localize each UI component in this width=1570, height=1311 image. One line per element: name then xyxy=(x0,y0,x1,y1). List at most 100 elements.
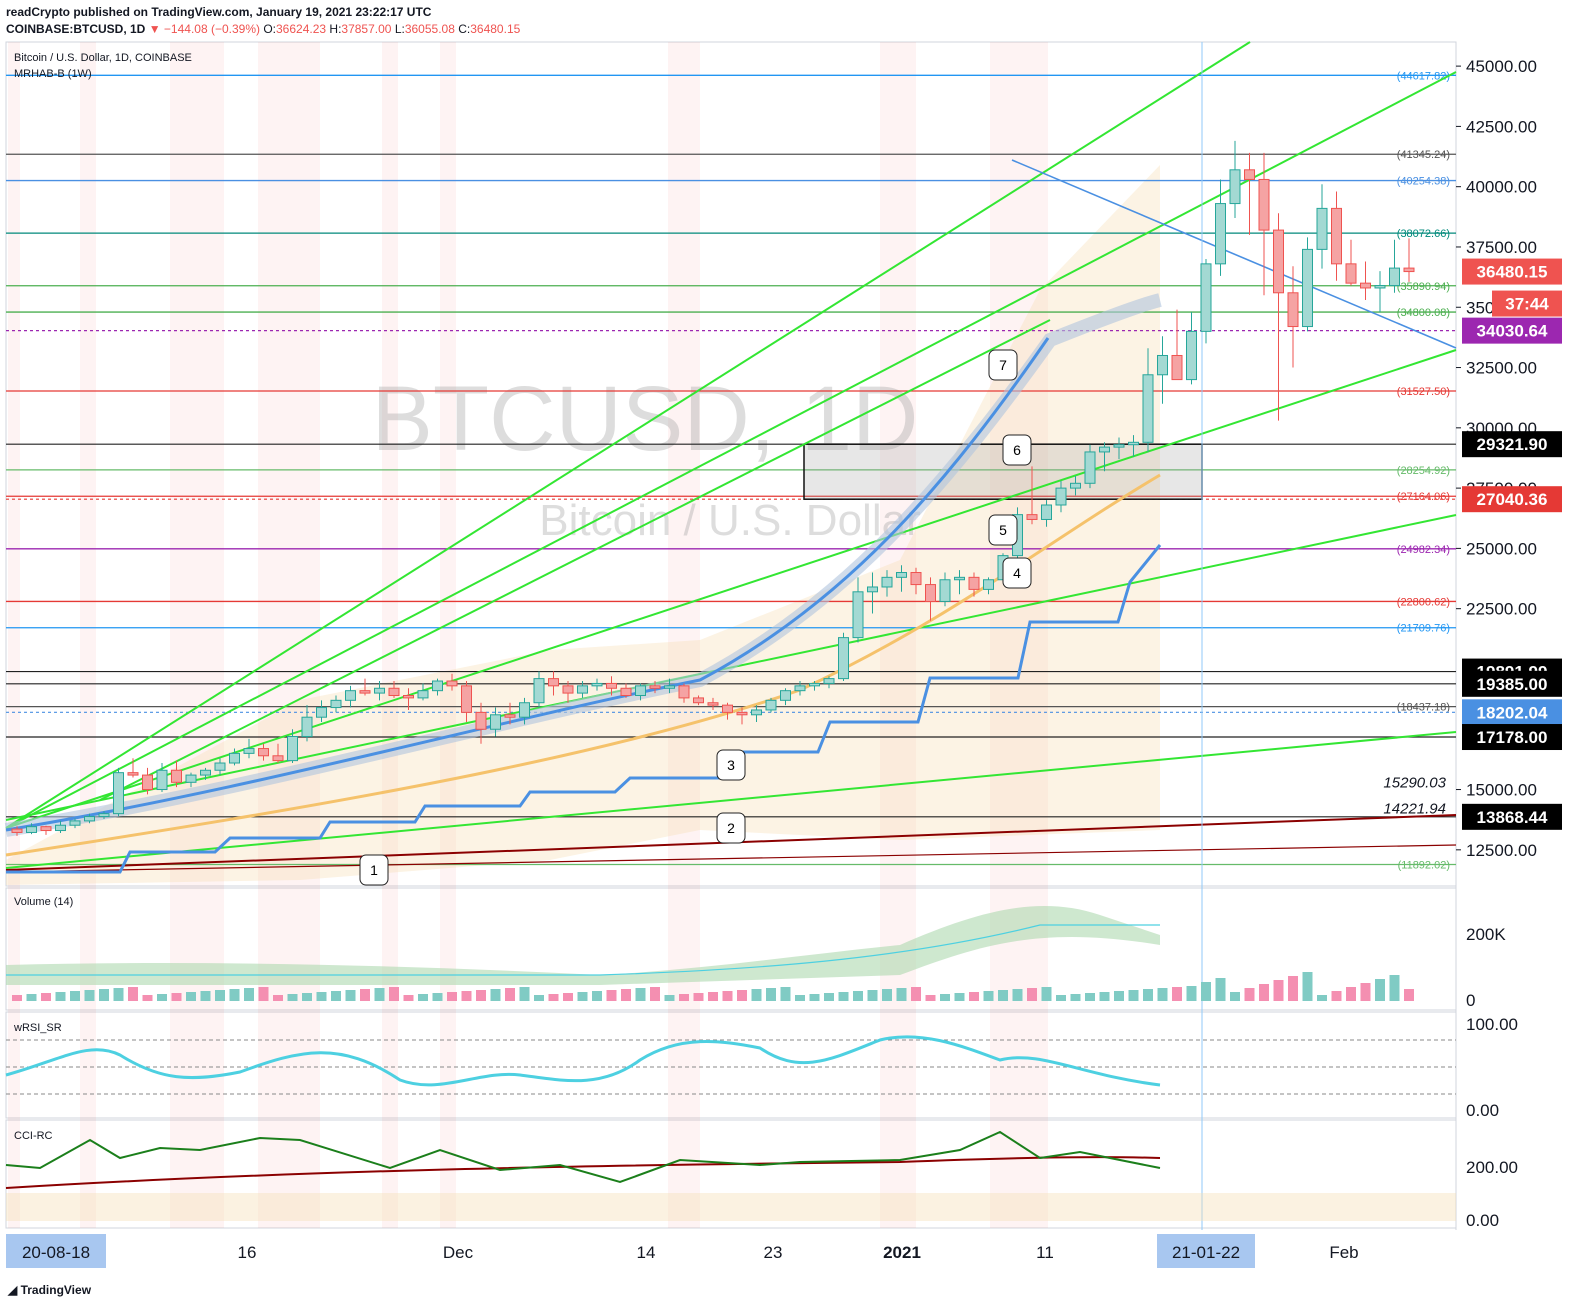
candle-body xyxy=(794,685,806,692)
volume-bar xyxy=(258,987,269,1001)
alert-band xyxy=(170,42,224,1228)
volume-bar xyxy=(171,993,182,1001)
candle-body xyxy=(925,584,936,602)
volume-bar xyxy=(1172,987,1182,1001)
volume-bar xyxy=(476,990,486,1001)
level-label: (34800.08) xyxy=(1397,307,1450,319)
last-price-label: 36480.15 xyxy=(1477,263,1548,282)
candle-body xyxy=(1055,487,1067,506)
price-box xyxy=(1462,724,1562,751)
candle-body xyxy=(1345,263,1357,284)
candle-body xyxy=(359,690,371,694)
change-prefix: − xyxy=(163,22,171,36)
volume-bar xyxy=(1273,980,1284,1001)
volume-bar xyxy=(186,992,196,1001)
candle-body xyxy=(1302,248,1313,328)
marker-label: 4 xyxy=(1013,565,1021,581)
marker-label: 1 xyxy=(370,862,378,878)
marker-label: 3 xyxy=(727,757,735,773)
volume-bar xyxy=(751,989,762,1001)
level-label: (38072.66) xyxy=(1397,228,1450,240)
candle-body xyxy=(954,576,965,581)
candle-body xyxy=(1316,207,1328,250)
marker-box xyxy=(716,812,746,844)
candle-body xyxy=(867,586,878,593)
cci-title: CCI-RC xyxy=(14,1130,53,1142)
candle-body xyxy=(1273,229,1284,294)
volume-bar xyxy=(505,988,515,1001)
volume-bar xyxy=(273,995,283,1001)
alert-band xyxy=(80,42,96,1228)
candle-body xyxy=(577,685,588,694)
volume-bar xyxy=(838,992,849,1001)
volume-bar xyxy=(12,995,22,1001)
volume-bar xyxy=(432,993,443,1001)
cci-band xyxy=(6,1193,1456,1221)
price-box xyxy=(1462,699,1562,726)
candle-body xyxy=(272,755,284,762)
volume-bar xyxy=(331,991,341,1001)
y-tick-label: 37500.00 xyxy=(1466,238,1537,257)
volume-bar xyxy=(244,988,254,1001)
countdown-box xyxy=(1492,290,1562,317)
x-highlight-label: 21-01-22 xyxy=(1172,1243,1240,1262)
change-value: 144.08 (−0.39%) xyxy=(170,22,260,36)
price-box-label: 19385.00 xyxy=(1477,675,1548,694)
alert-band xyxy=(382,42,398,1228)
candle-body xyxy=(403,694,414,699)
overlap-label: 14221.94 xyxy=(1383,800,1446,817)
symbol-label: COINBASE:BTCUSD, 1D xyxy=(6,22,146,36)
y-tick-label: 15000.00 xyxy=(1466,781,1537,800)
blue-ma xyxy=(5,337,1050,832)
volume-bar xyxy=(1302,972,1313,1001)
candle-body xyxy=(1229,169,1241,205)
candle-body xyxy=(84,816,95,822)
candle-body xyxy=(287,735,298,762)
volume-bar xyxy=(229,989,240,1001)
volume-bar xyxy=(1389,975,1400,1001)
rsi-tick: 100.00 xyxy=(1466,1015,1518,1034)
candle-body xyxy=(1215,203,1226,265)
volume-bar xyxy=(1201,982,1211,1001)
marker-label: 6 xyxy=(1013,442,1021,458)
price-box-label: 13868.44 xyxy=(1477,808,1548,827)
green-trendline xyxy=(5,731,1457,869)
candle-body xyxy=(1331,207,1342,265)
marker-box xyxy=(359,854,389,886)
marker-label: 2 xyxy=(727,820,735,836)
volume-bar xyxy=(316,992,327,1001)
volume-bar xyxy=(490,989,501,1001)
tradingview-icon: ◢ xyxy=(8,1283,21,1297)
volume-bar xyxy=(911,987,921,1001)
volume-bar xyxy=(41,993,51,1001)
candle-body xyxy=(1360,282,1371,289)
volume-bar xyxy=(621,989,631,1001)
marker-box xyxy=(988,349,1018,381)
volume-bar xyxy=(142,995,153,1001)
price-box xyxy=(1462,486,1562,513)
candle-body xyxy=(649,685,661,689)
volume-bar xyxy=(374,988,385,1001)
volume-bar xyxy=(1085,993,1095,1001)
volume-bar xyxy=(795,995,805,1001)
volume-bar xyxy=(389,987,399,1001)
volume-bar xyxy=(809,994,820,1001)
volume-tick: 200K xyxy=(1466,925,1506,944)
chart-legend-title: Bitcoin / U.S. Dollar, 1D, COINBASE xyxy=(14,52,192,64)
volume-bar xyxy=(969,992,979,1001)
candle-body xyxy=(751,709,762,716)
volume-bar xyxy=(1143,989,1153,1001)
wave-marker-4: 4 xyxy=(1002,557,1032,589)
candle-body xyxy=(156,769,168,791)
volume-tick: 0 xyxy=(1466,991,1475,1010)
volume-bar xyxy=(983,991,994,1001)
candle-body xyxy=(519,702,530,718)
candle-body xyxy=(142,774,153,791)
level-label: (21709.76) xyxy=(1397,623,1450,635)
volume-bar xyxy=(766,988,776,1001)
candle-body xyxy=(910,572,922,586)
volume-bar xyxy=(287,994,298,1001)
price-box xyxy=(1462,670,1562,697)
volume-panel: 200K 0 xyxy=(6,906,1506,1010)
